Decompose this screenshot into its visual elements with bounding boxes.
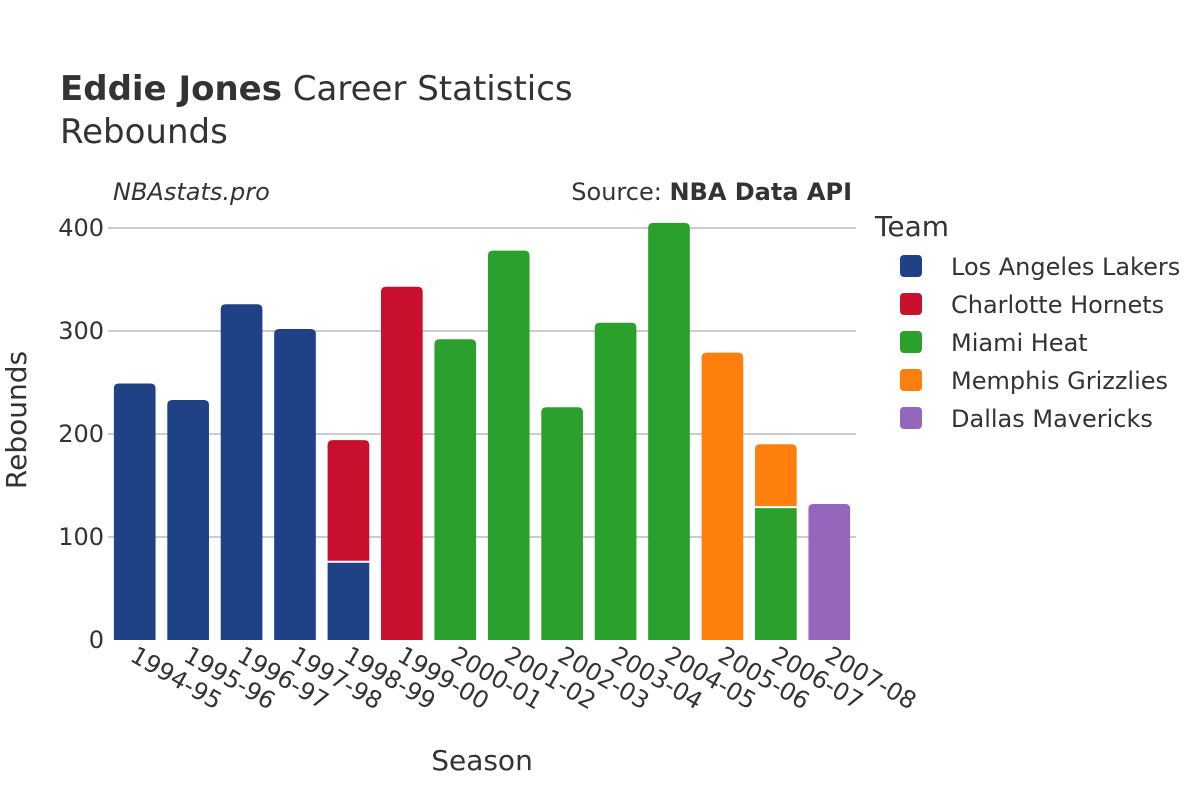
bar-segment xyxy=(541,407,583,640)
bar-segment xyxy=(755,507,797,640)
chart-title-player: Eddie Jones xyxy=(60,69,282,109)
legend-label: Miami Heat xyxy=(951,329,1088,357)
bar-segment xyxy=(274,328,316,640)
y-axis-ticks: 0 100 200 300 400 xyxy=(58,214,104,654)
bar-segment xyxy=(808,504,851,640)
legend-swatch xyxy=(900,369,922,391)
legend-title: Team xyxy=(874,210,949,243)
legend: Team Los Angeles Lakers Charlotte Hornets… xyxy=(874,210,1180,433)
source-prefix: Source: xyxy=(571,178,662,206)
bar-segment xyxy=(327,440,370,562)
y-tick-label: 200 xyxy=(58,420,104,448)
legend-swatch xyxy=(900,255,922,277)
chart-title-rest: Career Statistics xyxy=(293,69,573,109)
y-tick-label: 300 xyxy=(58,317,104,345)
y-tick-label: 100 xyxy=(58,523,104,551)
source-name: NBA Data API xyxy=(669,178,852,206)
legend-swatch xyxy=(900,331,922,353)
x-axis-ticks: 1994-951995-961996-971997-981998-991999-… xyxy=(126,641,921,715)
bar-segment xyxy=(381,286,423,640)
bars xyxy=(113,222,851,640)
y-tick-label: 400 xyxy=(58,214,104,242)
legend-swatch xyxy=(900,293,922,315)
legend-label: Los Angeles Lakers xyxy=(951,253,1180,281)
bar-segment xyxy=(648,222,690,640)
legend-label: Dallas Mavericks xyxy=(951,405,1153,433)
bar-segment xyxy=(701,352,744,640)
bar-segment xyxy=(220,304,263,640)
bar-segment xyxy=(755,444,797,508)
chart-title: Eddie Jones Career Statistics xyxy=(60,69,573,109)
bar-segment xyxy=(434,339,477,640)
brand-label: NBAstats.pro xyxy=(113,178,270,206)
bar-segment xyxy=(327,561,370,640)
bar-segment xyxy=(594,322,637,640)
bar-segment xyxy=(167,400,209,640)
source-label: Source: NBA Data API xyxy=(571,178,852,206)
chart-subtitle: Rebounds xyxy=(60,112,228,152)
y-axis-title: Rebounds xyxy=(0,351,33,489)
gridlines xyxy=(108,227,856,538)
bar-segment xyxy=(113,383,156,640)
bar-segment xyxy=(487,250,530,640)
legend-label: Charlotte Hornets xyxy=(951,291,1164,319)
x-axis-title: Season xyxy=(431,744,533,777)
legend-label: Memphis Grizzlies xyxy=(951,367,1168,395)
y-tick-label: 0 xyxy=(89,626,104,654)
legend-swatch xyxy=(900,407,922,429)
